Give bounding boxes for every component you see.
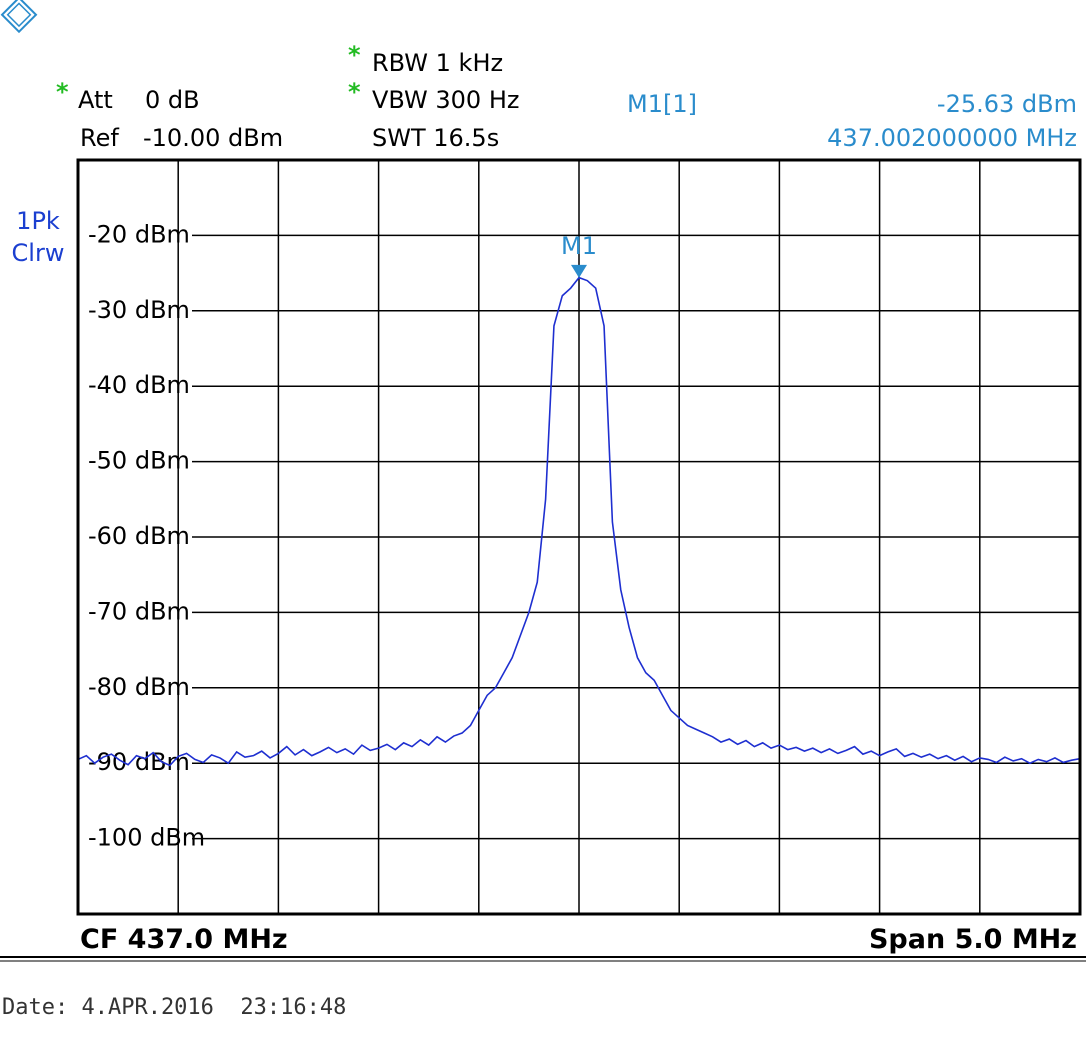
trace-mode: 1Pk <box>16 207 60 235</box>
y-tick-label: -60 dBm <box>88 522 190 550</box>
logo <box>0 0 38 34</box>
vbw: VBW 300 Hz <box>372 86 519 114</box>
plot-area: -20 dBm -30 dBm -40 dBm -50 dBm -60 dBm -70 d… <box>77 160 1081 914</box>
att-label: Att <box>78 86 113 114</box>
span: Span 5.0 MHz <box>869 924 1077 955</box>
rbw: RBW 1 kHz <box>372 49 503 77</box>
ref-label: Ref <box>80 124 119 152</box>
y-tick-label: -70 dBm <box>88 597 190 625</box>
vbw-flag: * <box>348 78 361 106</box>
y-tick-label: -100 dBm <box>88 824 205 852</box>
y-tick-label: -50 dBm <box>88 447 190 475</box>
swt: SWT 16.5s <box>372 124 499 152</box>
att-flag: * <box>56 78 69 106</box>
marker-frequency: 437.002000000 MHz <box>827 124 1077 152</box>
y-tick-label: -40 dBm <box>88 371 190 399</box>
marker <box>571 264 587 278</box>
date: Date: 4.APR.2016 23:16:48 <box>2 995 346 1020</box>
marker-level: -25.63 dBm <box>937 90 1077 118</box>
att: 0 dB <box>145 86 200 114</box>
center-frequency: CF 437.0 MHz <box>80 924 288 955</box>
ref: -10.00 dBm <box>143 124 283 152</box>
y-tick-label: -20 dBm <box>88 220 190 248</box>
marker-readout: M1[1] <box>627 90 697 118</box>
y-tick-label: -30 dBm <box>88 296 190 324</box>
rbw-flag: * <box>348 41 361 69</box>
trace-mode: Clrw <box>12 239 65 267</box>
y-tick-label: -90 dBm <box>88 748 190 776</box>
plot-frame <box>76 158 1082 916</box>
y-tick-label: -80 dBm <box>88 673 190 701</box>
marker-label: M1 <box>561 232 597 260</box>
